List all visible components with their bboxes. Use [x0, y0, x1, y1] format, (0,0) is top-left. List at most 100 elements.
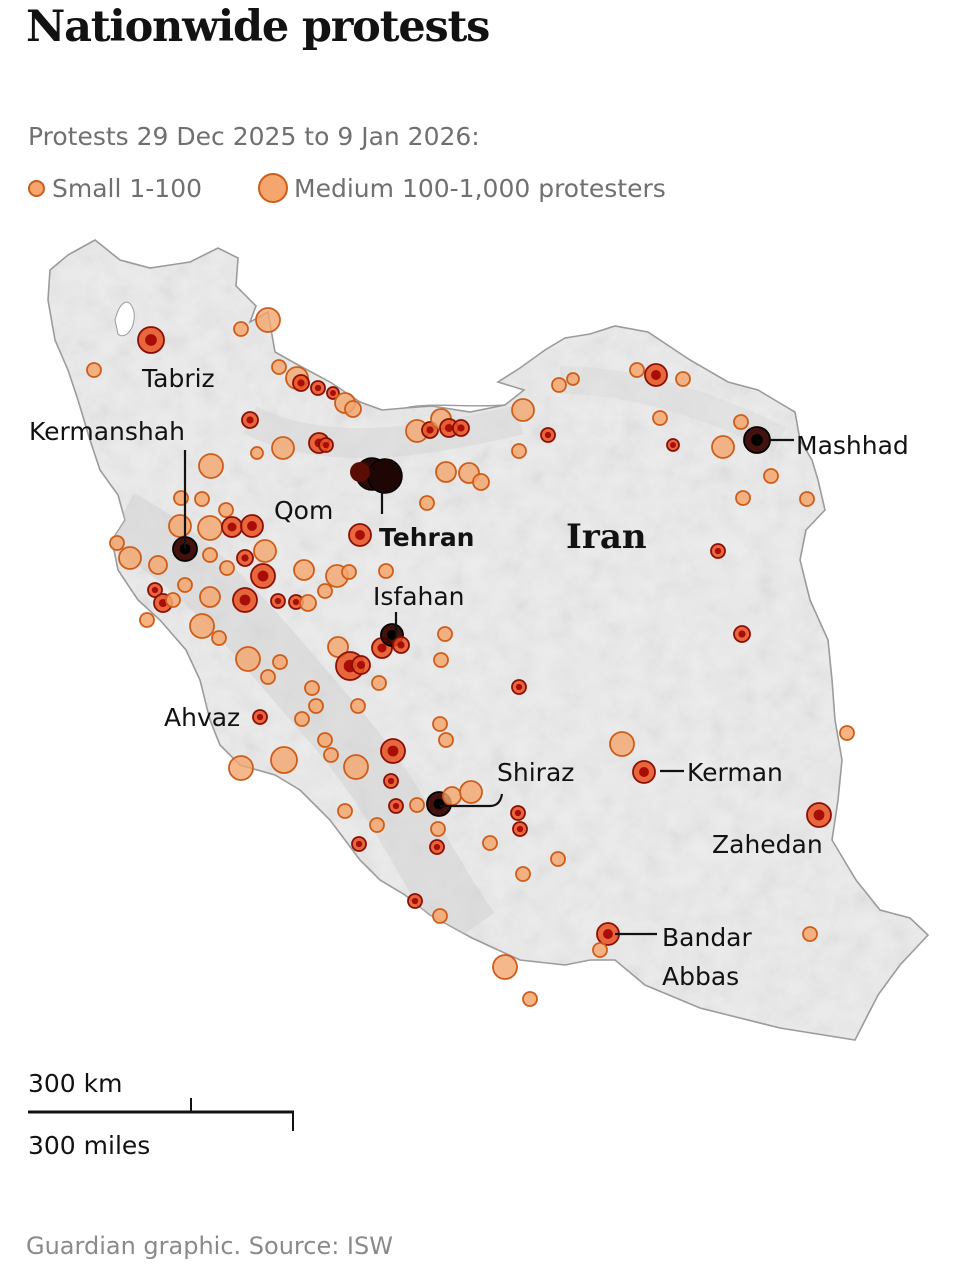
protest-marker	[218, 502, 234, 518]
subtitle: Protests 29 Dec 2025 to 9 Jan 2026:	[28, 122, 480, 151]
protest-marker	[317, 732, 333, 748]
protest-marker	[271, 359, 287, 375]
protest-marker-core	[151, 586, 159, 594]
protest-marker-core	[670, 442, 676, 448]
protest-marker-core	[457, 424, 465, 432]
protest-marker-core	[356, 660, 366, 670]
protest-marker-core	[145, 334, 157, 346]
protest-marker	[341, 564, 357, 580]
protest-marker	[511, 398, 535, 422]
tehran-cluster	[350, 457, 403, 494]
protest-marker	[219, 560, 235, 576]
protest-marker	[202, 547, 218, 563]
protest-marker	[629, 362, 645, 378]
city-label-mashhad: Mashhad	[796, 431, 909, 460]
source-credit: Guardian graphic. Source: ISW	[26, 1232, 393, 1260]
protest-marker	[432, 908, 448, 924]
legend-small-marker	[28, 179, 45, 197]
protest-marker-core	[515, 683, 523, 691]
legend-medium-label: Medium 100-1,000 protesters	[294, 173, 666, 203]
protest-marker	[109, 535, 125, 551]
protest-marker	[511, 443, 527, 459]
protest-marker-core	[387, 630, 397, 640]
protest-marker	[566, 372, 580, 386]
protest-marker-core	[514, 809, 522, 817]
protest-marker	[148, 555, 168, 575]
protest-marker	[459, 780, 483, 804]
legend-small-label: Small 1-100	[52, 173, 203, 203]
protest-marker	[438, 732, 454, 748]
protest-marker-core	[411, 897, 419, 905]
protest-marker-core	[377, 643, 387, 653]
city-label-ahvaz: Ahvaz	[164, 703, 240, 732]
protest-marker	[839, 725, 855, 741]
protest-marker	[197, 515, 223, 541]
protest-marker	[177, 577, 193, 593]
city-label-abbas: Abbas	[662, 962, 739, 991]
protest-marker-core	[355, 840, 363, 848]
protest-marker-core	[241, 554, 249, 562]
protest-marker-core	[639, 767, 649, 777]
protest-marker	[763, 468, 779, 484]
protest-marker	[211, 630, 227, 646]
protest-marker	[255, 307, 281, 333]
protest-marker	[733, 414, 749, 430]
protest-marker	[199, 586, 221, 608]
protest-marker	[609, 731, 635, 757]
protest-marker	[472, 473, 490, 491]
protest-marker-core	[256, 713, 264, 721]
protest-marker	[802, 926, 818, 942]
protest-marker-core	[314, 384, 322, 392]
protest-marker-core	[247, 521, 257, 531]
page-title: Nationwide protests	[26, 2, 490, 52]
scale-mi-label: 300 miles	[28, 1131, 151, 1160]
city-label-kermanshah: Kermanshah	[29, 417, 185, 446]
protest-marker	[198, 453, 224, 479]
protest-marker-core	[330, 390, 336, 396]
protest-marker-core	[227, 522, 237, 532]
protest-marker	[432, 716, 448, 732]
protest-marker	[250, 446, 264, 460]
protest-marker	[271, 436, 295, 460]
protest-markers	[86, 307, 855, 1007]
city-label-tehran: Tehran	[379, 523, 474, 552]
protest-marker	[189, 613, 215, 639]
protest-marker	[260, 669, 276, 685]
protest-marker	[409, 797, 425, 813]
protest-marker	[369, 817, 385, 833]
protest-marker-core	[387, 777, 395, 785]
protest-marker	[317, 583, 333, 599]
protest-marker	[337, 803, 353, 819]
iran-protest-map: Tabriz Kermanshah Qom Tehran Isfahan Ahv…	[29, 239, 930, 1041]
protest-marker	[168, 514, 192, 538]
protest-marker	[194, 491, 210, 507]
protest-marker-core	[714, 547, 722, 555]
protest-marker	[294, 711, 310, 727]
protest-marker	[343, 754, 369, 780]
city-label-zahedan: Zahedan	[712, 830, 823, 859]
protest-marker-core	[355, 530, 365, 540]
protest-marker	[304, 680, 320, 696]
protest-marker	[233, 321, 249, 337]
protest-marker-core	[444, 423, 454, 433]
protest-marker-core	[274, 597, 282, 605]
legend: Small 1-100 Medium 100-1,000 protesters	[28, 170, 666, 206]
protest-marker	[652, 410, 668, 426]
protest-marker	[350, 698, 366, 714]
scale-bar	[28, 1098, 294, 1131]
protest-marker-core	[392, 802, 400, 810]
protest-marker	[139, 612, 155, 628]
protest-marker	[435, 461, 457, 483]
protest-marker	[270, 746, 298, 774]
protest-marker-core	[433, 843, 441, 851]
protest-marker	[272, 654, 288, 670]
protest-marker-core	[751, 434, 763, 446]
protest-marker	[293, 559, 315, 581]
legend-medium-marker	[258, 173, 289, 203]
protest-marker-core	[433, 798, 445, 810]
protest-marker-core	[292, 598, 300, 606]
protest-marker	[118, 546, 142, 570]
protest-marker-core	[544, 431, 552, 439]
protest-marker	[675, 371, 691, 387]
protest-marker-core	[387, 745, 399, 757]
